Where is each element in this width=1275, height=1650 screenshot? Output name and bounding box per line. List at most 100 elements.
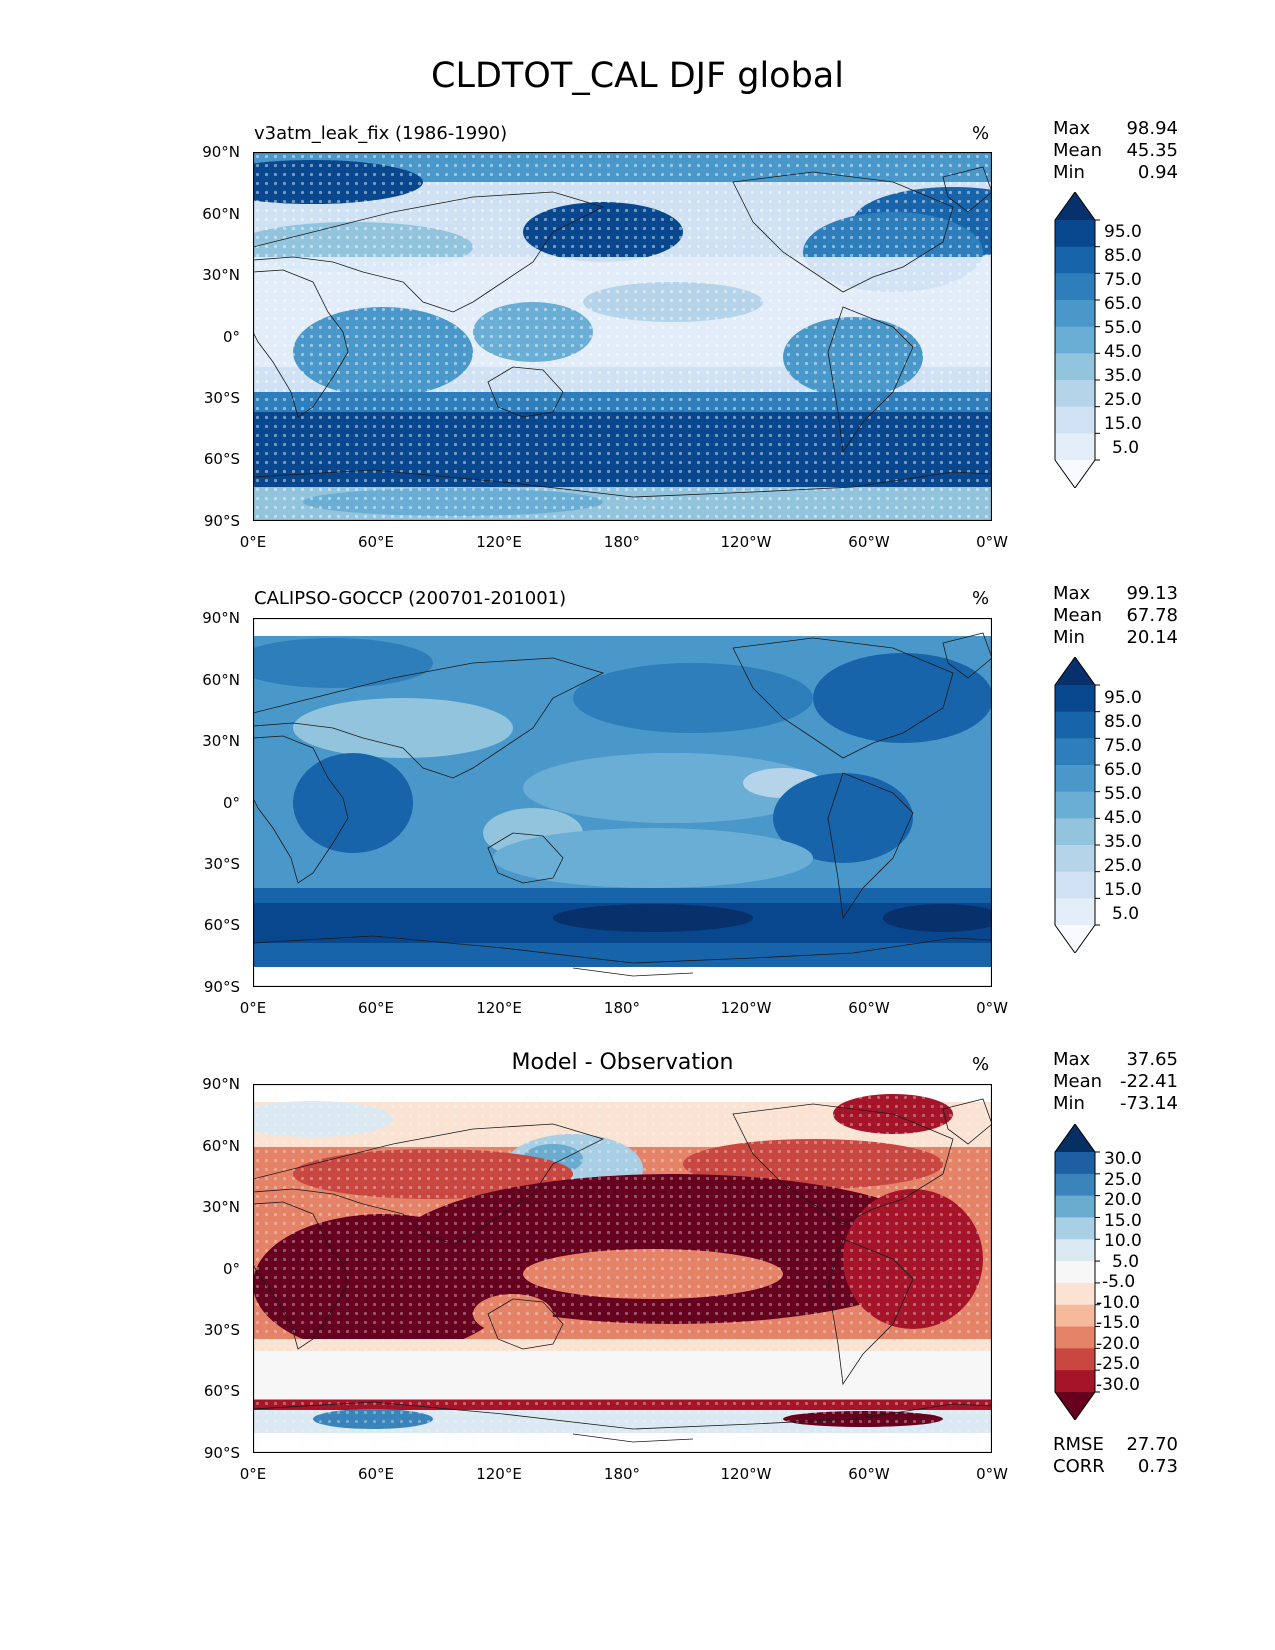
lat-tick: 30°S	[203, 389, 240, 407]
colorbar-segment	[1055, 1348, 1095, 1371]
panel-3-title: Model - Observation	[511, 1050, 734, 1075]
colorbar-label: 15.0	[1104, 414, 1142, 434]
colorbar-label: -15.0	[1096, 1313, 1140, 1333]
coastlines	[253, 166, 992, 498]
colorbar-segment	[1055, 353, 1095, 381]
panel-2-map	[253, 618, 992, 987]
colorbar-label: 35.0	[1104, 366, 1142, 386]
colorbar-label: -10.0	[1096, 1293, 1140, 1313]
colorbar-label: 75.0	[1104, 736, 1142, 756]
lat-tick: 90°S	[203, 512, 240, 530]
colorbar-segment	[1055, 738, 1095, 766]
colorbar-segment	[1055, 845, 1095, 873]
lon-tick: 0°E	[239, 533, 267, 551]
colorbar-label: 55.0	[1104, 318, 1142, 338]
lat-tick: 90°S	[203, 1444, 240, 1462]
stat-label: Max	[1053, 1049, 1091, 1070]
panel-1-map	[253, 152, 992, 521]
colorbar-label: 95.0	[1104, 688, 1142, 708]
panel-2-title: CALIPSO-GOCCP (200701-201001)	[254, 588, 567, 609]
panel-3-map	[253, 1084, 992, 1453]
colorbar-label: 15.0	[1104, 880, 1142, 900]
colorbar-label: 30.0	[1104, 1149, 1142, 1169]
colorbar-label: 75.0	[1104, 270, 1142, 290]
colorbar-segment	[1055, 326, 1095, 354]
panel-1-title: v3atm_leak_fix (1986-1990)	[254, 123, 508, 144]
metric-value: 27.70	[1126, 1434, 1178, 1455]
lat-tick: 90°N	[202, 143, 240, 161]
stat-value: 98.94	[1126, 118, 1178, 139]
metric-value: 0.73	[1137, 1456, 1178, 1477]
panel-2-unit: %	[972, 588, 990, 609]
colorbar-label: 65.0	[1104, 760, 1142, 780]
colorbar-label: 5.0	[1112, 1252, 1140, 1272]
colorbar-label: 45.0	[1104, 808, 1142, 828]
lon-tick: 180°	[603, 999, 641, 1017]
colorbar-label: 55.0	[1104, 784, 1142, 804]
lat-tick: 30°S	[203, 855, 240, 873]
colorbar-label: -20.0	[1096, 1334, 1140, 1354]
colorbar-segment	[1055, 871, 1095, 899]
colorbar-label: 65.0	[1104, 294, 1142, 314]
panel-2-colorbar	[1054, 657, 1100, 953]
colorbar-label: -30.0	[1096, 1375, 1140, 1395]
colorbar-label: 20.0	[1104, 1190, 1142, 1210]
stat-label: Min	[1053, 162, 1085, 183]
lat-tick: 90°N	[202, 1075, 240, 1093]
colorbar-label: 85.0	[1104, 246, 1142, 266]
colorbar-label: 85.0	[1104, 712, 1142, 732]
lon-tick: 180°	[603, 533, 641, 551]
lat-tick: 60°N	[202, 1137, 240, 1155]
stat-value: 67.78	[1126, 605, 1178, 626]
colorbar-label: 5.0	[1112, 904, 1140, 924]
stat-value: 20.14	[1126, 627, 1178, 648]
colorbar-label: 25.0	[1104, 1170, 1142, 1190]
colorbar-extend-bottom	[1055, 1392, 1095, 1420]
stat-label: Min	[1053, 627, 1085, 648]
colorbar-segment	[1055, 1261, 1095, 1284]
colorbar-label: -25.0	[1096, 1354, 1140, 1374]
colorbar-segment	[1055, 1217, 1095, 1240]
coastlines	[253, 632, 992, 977]
lat-tick: 30°S	[203, 1321, 240, 1339]
stat-label: Max	[1053, 118, 1091, 139]
colorbar-segment	[1055, 246, 1095, 274]
lon-tick: 120°E	[476, 999, 522, 1017]
stat-label: Mean	[1053, 140, 1103, 161]
colorbar-segment	[1055, 765, 1095, 793]
lat-tick: 60°S	[203, 1382, 240, 1400]
panel-3-stats: Max 37.65 Mean -22.41 Min -73.14	[1053, 1049, 1178, 1115]
stat-label: Mean	[1053, 605, 1103, 626]
lon-tick: 120°W	[720, 1465, 772, 1483]
colorbar-label: 45.0	[1104, 342, 1142, 362]
colorbar-extend-bottom	[1055, 460, 1095, 488]
stat-value: 45.35	[1126, 140, 1178, 161]
lat-tick: 30°N	[202, 266, 240, 284]
colorbar-segment	[1055, 711, 1095, 739]
lon-tick: 0°W	[976, 999, 1008, 1017]
colorbar-segment	[1055, 300, 1095, 328]
panel-3-unit: %	[972, 1054, 990, 1075]
lon-tick: 120°E	[476, 533, 522, 551]
colorbar-extend-top	[1055, 192, 1095, 220]
stat-label: Mean	[1053, 1071, 1103, 1092]
lon-tick: 180°	[603, 1465, 641, 1483]
lat-tick: 0°	[222, 794, 240, 812]
lat-tick: 90°S	[203, 978, 240, 996]
panel-3-colorbar	[1054, 1124, 1100, 1420]
lon-tick: 120°E	[476, 1465, 522, 1483]
colorbar-segment	[1055, 1326, 1095, 1349]
stat-value: -22.41	[1119, 1071, 1178, 1092]
lat-tick: 90°N	[202, 609, 240, 627]
lon-tick: 0°W	[976, 1465, 1008, 1483]
figure-title: CLDTOT_CAL DJF global	[431, 56, 844, 96]
colorbar-segment	[1055, 1152, 1095, 1175]
colorbar-extend-top	[1055, 657, 1095, 685]
lon-tick: 0°E	[239, 999, 267, 1017]
lat-tick: 60°N	[202, 671, 240, 689]
lat-tick: 60°S	[203, 450, 240, 468]
colorbar-segment	[1055, 1173, 1095, 1197]
panel-3-metrics: RMSE 27.70 CORR 0.73	[1053, 1434, 1178, 1478]
lon-tick: 60°W	[848, 999, 890, 1017]
stat-label: Min	[1053, 1093, 1085, 1114]
